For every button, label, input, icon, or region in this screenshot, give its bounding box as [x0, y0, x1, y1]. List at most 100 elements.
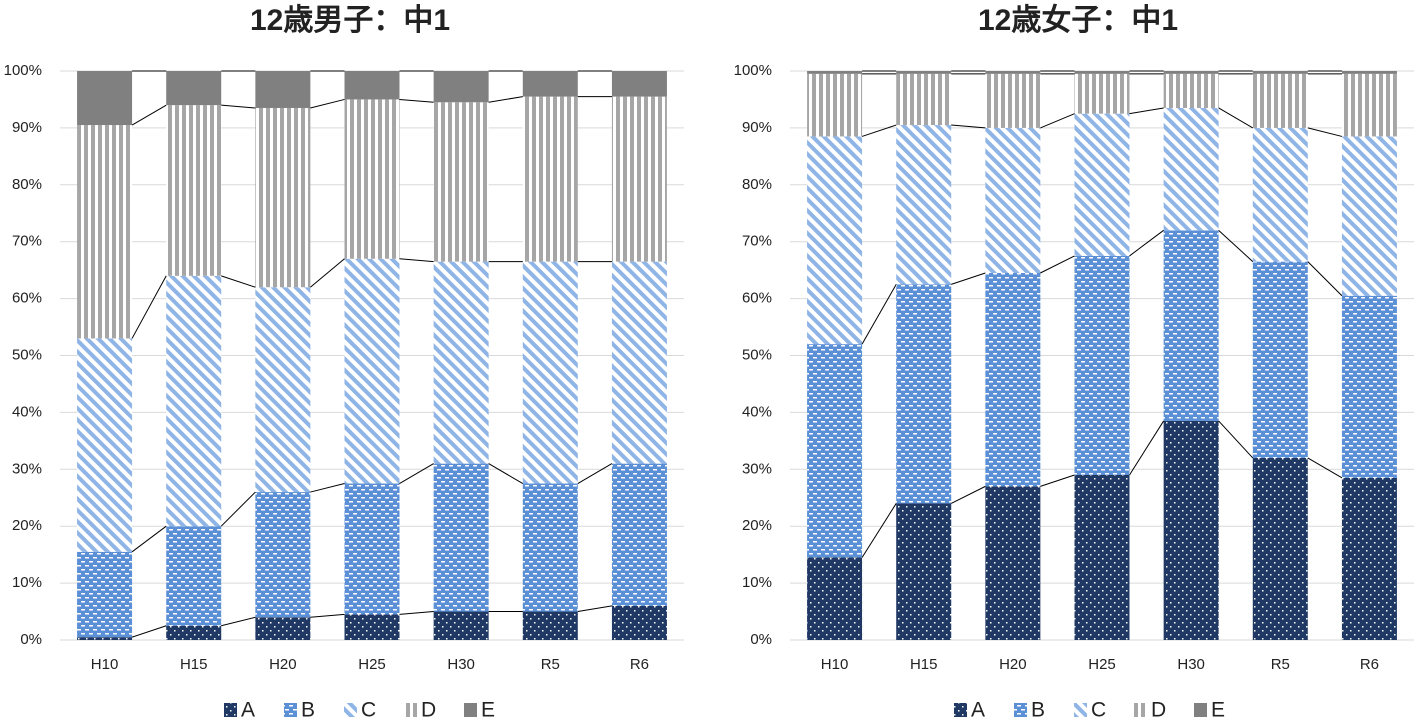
bar-segment: [255, 492, 311, 618]
bar-segment: [1341, 295, 1397, 478]
legend-label: D: [1151, 699, 1166, 720]
bar-segment: [1074, 73, 1130, 114]
bar-segment: [807, 71, 863, 74]
legend-label: B: [301, 699, 315, 720]
series-line: [131, 275, 167, 339]
chart-title: 12歳男子：中1: [250, 4, 450, 37]
series-line: [1218, 107, 1254, 129]
bar-segment: [1341, 136, 1397, 296]
x-tick-label: H15: [910, 656, 938, 673]
y-tick-label: 90%: [12, 119, 42, 136]
bar-segment: [1163, 73, 1219, 108]
bar-segment: [1163, 420, 1219, 640]
bar-segment: [1341, 477, 1397, 640]
bar-segment: [896, 503, 952, 640]
bar-segment: [255, 71, 311, 108]
series-line: [1129, 420, 1165, 476]
legend-swatch: [954, 703, 967, 717]
bar-segment: [166, 625, 222, 640]
series-line: [861, 124, 897, 137]
bar-segment: [985, 127, 1041, 273]
bar-segment: [522, 96, 578, 262]
bar-segment: [807, 557, 863, 640]
series-line: [399, 258, 434, 263]
bar-segment: [344, 483, 400, 615]
bar-segment: [1163, 230, 1219, 421]
x-tick-label: H20: [269, 656, 297, 673]
bar-segment: [77, 338, 133, 552]
bar-segment: [611, 463, 667, 606]
x-tick-label: R6: [1360, 656, 1379, 673]
bar-segment: [433, 463, 489, 612]
bar-segment: [255, 617, 311, 640]
bar-segment: [77, 637, 133, 640]
legend-swatch: [1014, 703, 1027, 717]
legend-label: A: [241, 699, 255, 720]
y-tick-label: 20%: [12, 517, 42, 534]
x-tick-label: H20: [999, 656, 1027, 673]
bar-segment: [1163, 71, 1219, 74]
series-line: [399, 463, 434, 484]
x-tick-label: H25: [358, 656, 386, 673]
bar-segment: [77, 125, 133, 339]
bar-segment: [807, 136, 863, 345]
y-tick-label: 0%: [750, 631, 772, 648]
series-line: [577, 463, 613, 484]
series-line: [1129, 229, 1164, 257]
series-line: [1307, 127, 1343, 137]
bar-segment: [166, 526, 222, 626]
bar-segment: [1341, 71, 1397, 74]
chart-title: 12歳女子：中1: [978, 3, 1178, 37]
legend-swatch: [224, 703, 237, 717]
x-tick-label: H30: [1177, 656, 1205, 673]
legend-swatch: [284, 703, 297, 717]
legend-swatch: [1134, 703, 1147, 717]
series-line: [861, 503, 897, 558]
bar-segment: [255, 107, 311, 288]
bar-segment: [255, 287, 311, 493]
x-tick-label: R5: [1271, 656, 1290, 673]
y-tick-label: 50%: [742, 346, 772, 363]
bar-segment: [166, 105, 222, 276]
y-tick-label: 100%: [734, 62, 772, 79]
legend-label: B: [1031, 699, 1045, 720]
bar-segment: [522, 261, 578, 484]
y-tick-label: 20%: [742, 517, 772, 534]
bar-segment: [896, 71, 952, 74]
series-line: [310, 258, 345, 288]
bar-segment: [985, 272, 1041, 487]
y-tick-label: 90%: [742, 119, 772, 136]
legend-label: E: [1211, 699, 1225, 720]
bar-segment: [807, 344, 863, 558]
series-line: [131, 104, 167, 126]
series-line: [221, 275, 256, 288]
x-tick-label: H10: [91, 656, 119, 673]
y-tick-label: 80%: [742, 176, 772, 193]
bar-segment: [896, 73, 952, 126]
bar-segment: [807, 73, 863, 137]
series-line: [861, 284, 897, 345]
bar-segment: [344, 99, 400, 259]
x-tick-label: R6: [630, 656, 649, 673]
bar-segment: [985, 73, 1041, 128]
legend-swatch: [344, 703, 357, 717]
bar-segment: [166, 275, 222, 527]
bar-segment: [344, 258, 400, 484]
y-tick-label: 70%: [12, 233, 42, 250]
y-tick-label: 80%: [12, 176, 42, 193]
y-tick-label: 30%: [12, 460, 42, 477]
bar-segment: [344, 614, 400, 640]
bar-segment: [1074, 474, 1130, 640]
bar-segment: [433, 611, 489, 640]
y-tick-label: 10%: [742, 574, 772, 591]
bar-segment: [611, 605, 667, 640]
bar-segment: [77, 71, 133, 126]
series-line: [1307, 457, 1343, 479]
bar-segment: [522, 483, 578, 612]
bar-segment: [1252, 73, 1308, 128]
bar-segment: [433, 71, 489, 103]
series-line: [221, 616, 256, 627]
series-line: [1040, 474, 1075, 487]
x-tick-label: H10: [821, 656, 849, 673]
x-tick-label: H15: [180, 656, 208, 673]
